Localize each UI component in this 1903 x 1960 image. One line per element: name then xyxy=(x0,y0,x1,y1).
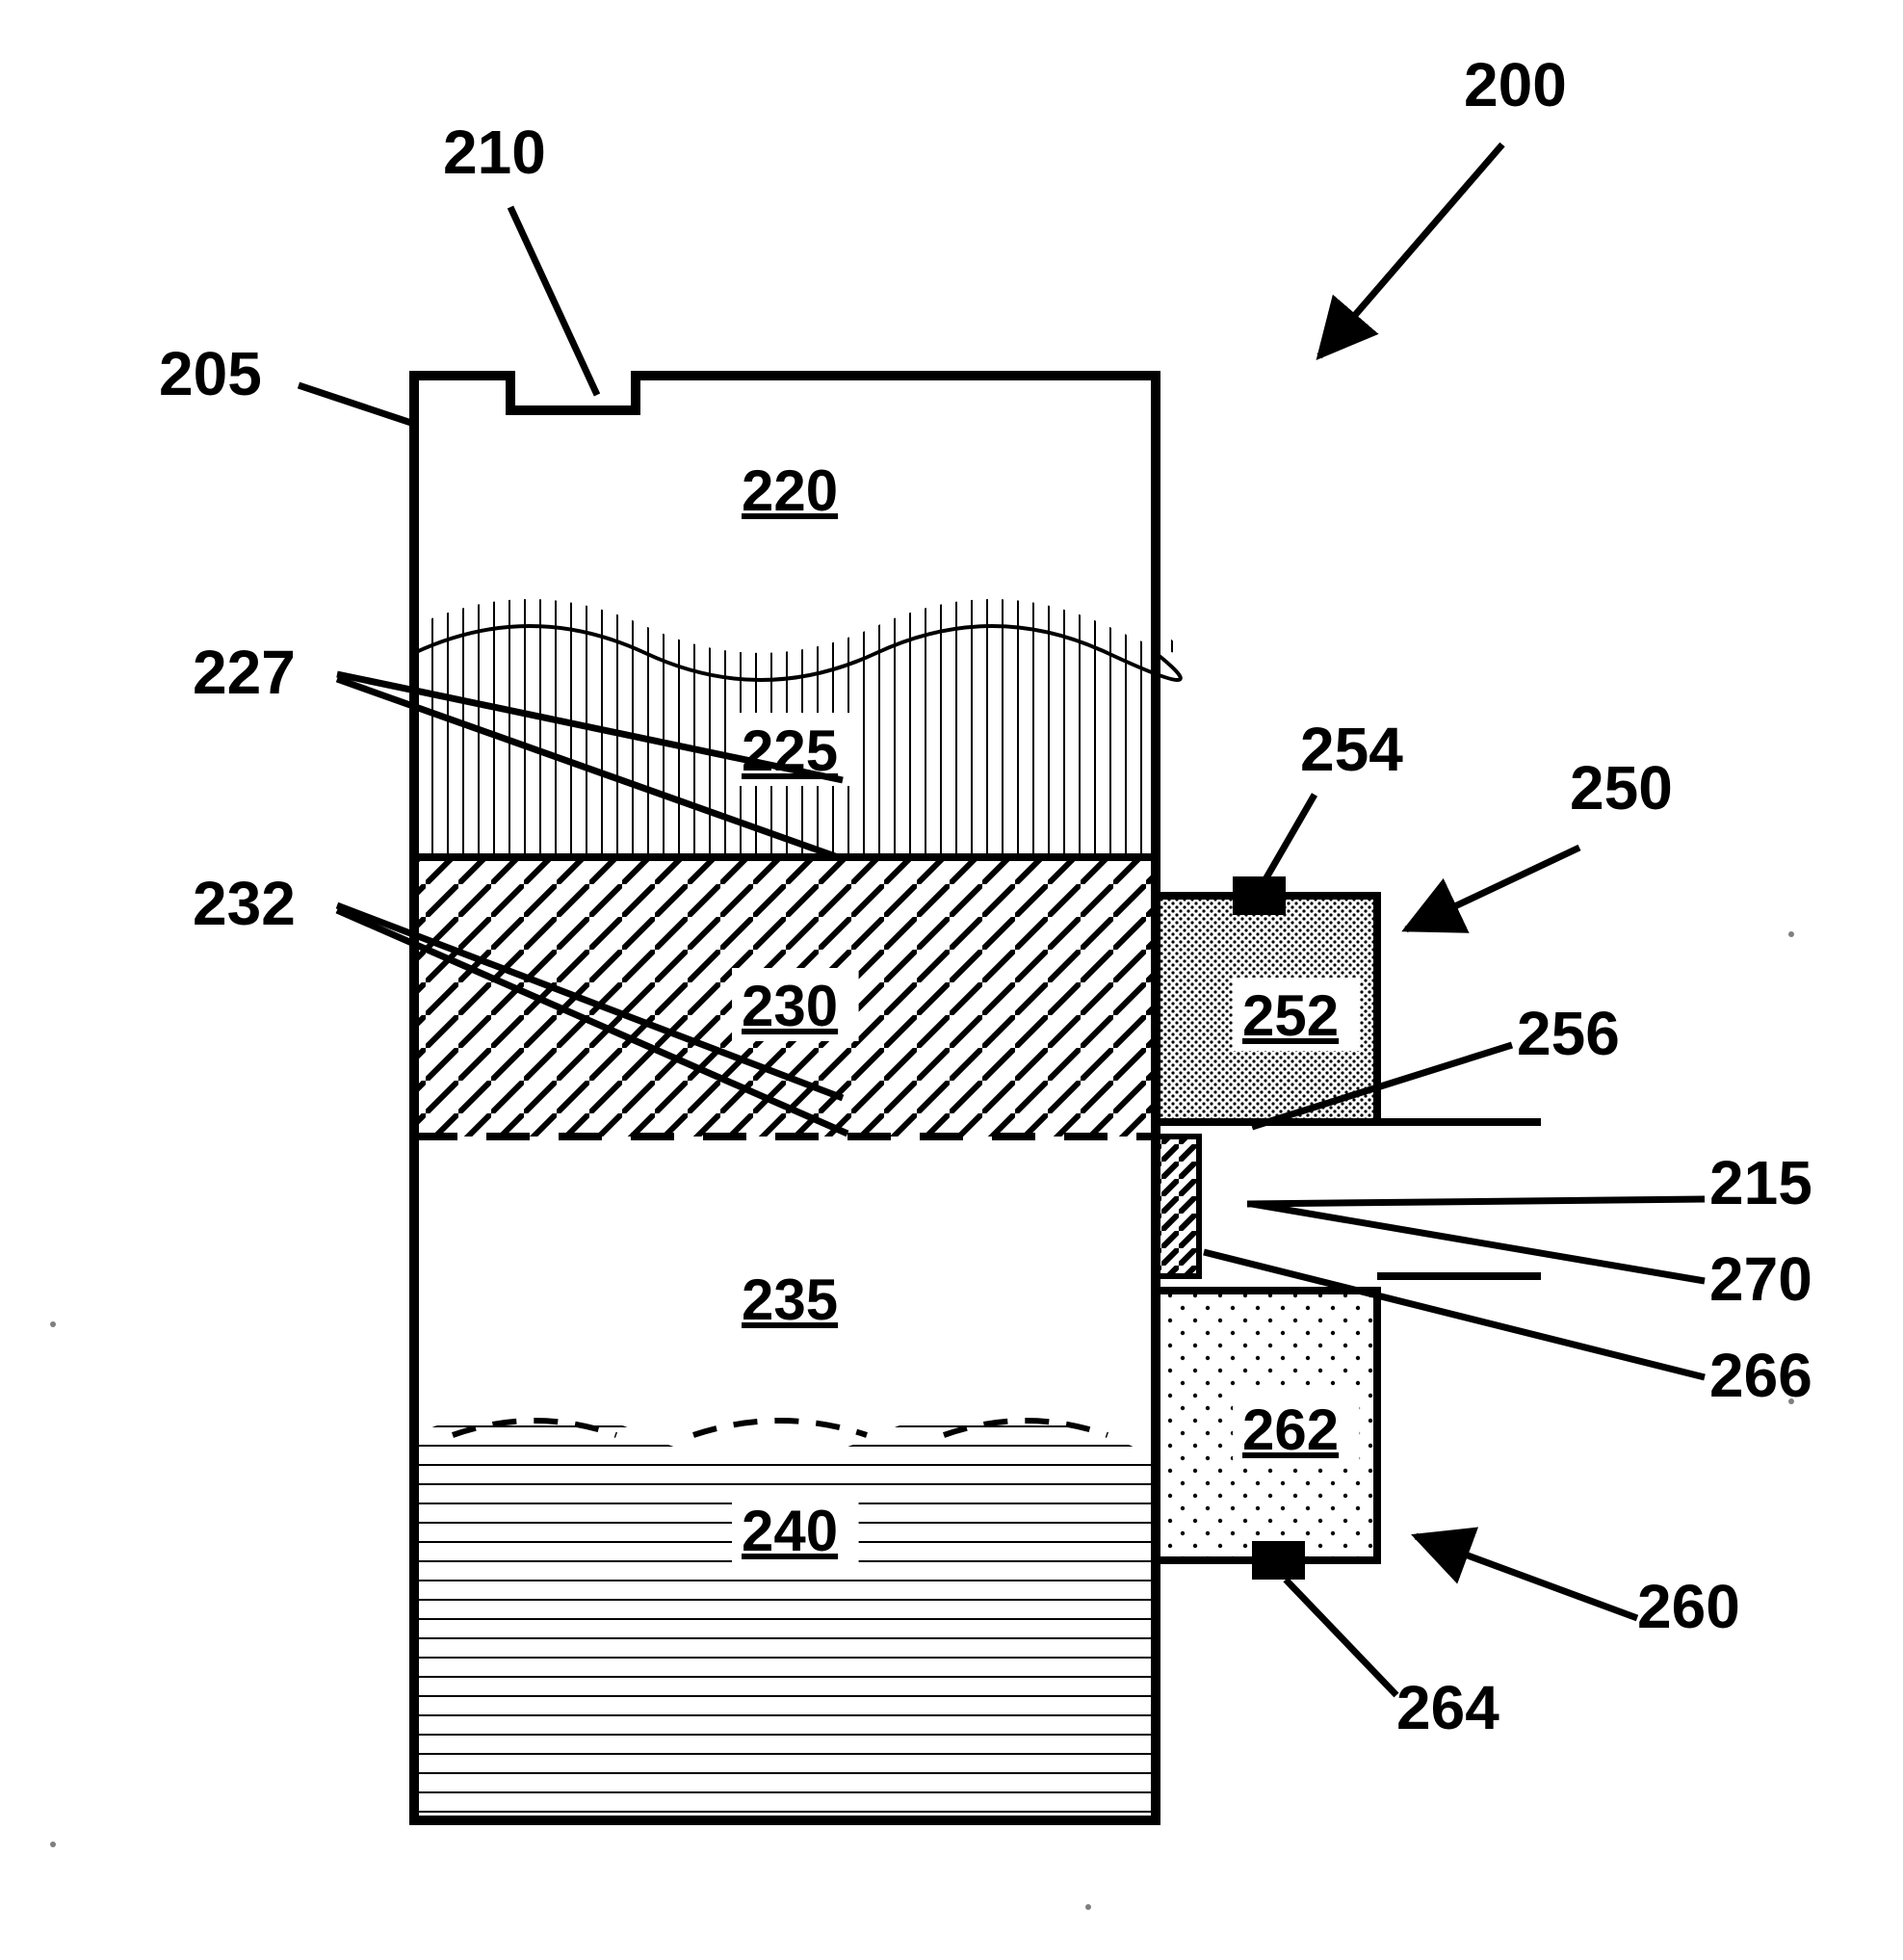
artifact-dot xyxy=(1085,1904,1091,1910)
callout-250: 250 xyxy=(1570,753,1673,823)
callout-260: 260 xyxy=(1637,1572,1740,1641)
layer-240-fill xyxy=(414,1408,1181,1820)
layer-label-235: 235 xyxy=(742,1267,838,1332)
diagram-container: 2202252302352402522622002102052272322542… xyxy=(0,0,1903,1960)
layer-label-262: 262 xyxy=(1242,1398,1339,1462)
diagram-svg: 2202252302352402522622002102052272322542… xyxy=(0,0,1903,1960)
leader-line xyxy=(510,207,597,395)
leader-line xyxy=(1406,848,1579,929)
callout-232: 232 xyxy=(193,869,296,938)
leader-line xyxy=(299,385,414,424)
artifact-dot xyxy=(1788,931,1794,937)
callout-264: 264 xyxy=(1396,1673,1499,1742)
callout-254: 254 xyxy=(1300,715,1403,784)
callout-215: 215 xyxy=(1709,1148,1812,1217)
leader-line xyxy=(1252,1204,1705,1281)
callout-200: 200 xyxy=(1464,50,1567,119)
artifact-dot xyxy=(50,1321,56,1327)
leader-line xyxy=(1416,1536,1637,1618)
layer-label-220: 220 xyxy=(742,458,838,523)
artifact-dot xyxy=(1788,1398,1794,1404)
layer-label-252: 252 xyxy=(1242,983,1339,1048)
callout-205: 205 xyxy=(159,339,262,408)
layer-label-230: 230 xyxy=(742,974,838,1038)
callout-227: 227 xyxy=(193,638,296,707)
connector-264 xyxy=(1252,1541,1305,1580)
leader-line xyxy=(1286,1580,1396,1695)
leader-line xyxy=(1262,795,1315,886)
callout-256: 256 xyxy=(1517,999,1620,1068)
callout-270: 270 xyxy=(1709,1244,1812,1314)
callout-266: 266 xyxy=(1709,1341,1812,1410)
diag-piece xyxy=(1156,1137,1199,1276)
artifact-dot xyxy=(50,1842,56,1847)
leader-line xyxy=(1319,144,1502,356)
callout-210: 210 xyxy=(443,118,546,187)
connector-254 xyxy=(1233,876,1286,915)
layer-label-240: 240 xyxy=(742,1499,838,1563)
leader-line xyxy=(1247,1199,1705,1204)
